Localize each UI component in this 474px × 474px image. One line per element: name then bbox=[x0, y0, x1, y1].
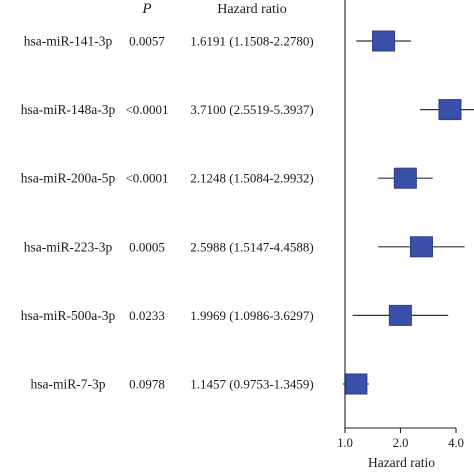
row-label: hsa-miR-223-3p bbox=[24, 239, 113, 254]
forest-row: hsa-miR-141-3p 0.0057 1.6191 (1.1508-2.278… bbox=[24, 30, 411, 52]
row-p-value: 0.0057 bbox=[129, 34, 165, 49]
row-label: hsa-miR-500a-3p bbox=[21, 308, 116, 323]
row-hazard-ratio: 1.6191 (1.1508-2.2780) bbox=[190, 34, 314, 49]
x-tick-label: 2.0 bbox=[393, 436, 409, 450]
row-label: hsa-miR-141-3p bbox=[24, 34, 113, 49]
hr-point-box bbox=[438, 99, 462, 121]
row-p-value: 0.0233 bbox=[129, 308, 165, 323]
row-hazard-ratio: 2.5988 (1.5147-4.4588) bbox=[190, 239, 314, 254]
hr-point-box bbox=[344, 373, 368, 395]
x-tick-label: 4.0 bbox=[448, 436, 464, 450]
row-label: hsa-miR-148a-3p bbox=[21, 102, 116, 117]
hr-point-box bbox=[393, 167, 417, 189]
forest-row: hsa-miR-200a-5p <0.0001 2.1248 (1.5084-2.9… bbox=[21, 167, 433, 189]
forest-rows: hsa-miR-141-3p 0.0057 1.6191 (1.1508-2.278… bbox=[21, 30, 474, 395]
x-axis-title: Hazard ratio bbox=[368, 455, 435, 470]
forest-row: hsa-miR-500a-3p 0.0233 1.9969 (1.0986-3.62… bbox=[21, 304, 449, 326]
row-hazard-ratio: 2.1248 (1.5084-2.9932) bbox=[190, 171, 314, 186]
row-p-value: <0.0001 bbox=[125, 171, 168, 186]
x-tick-label: 1.0 bbox=[337, 436, 353, 450]
hr-point-box bbox=[372, 30, 396, 52]
row-hazard-ratio: 3.7100 (2.5519-5.3937) bbox=[190, 102, 314, 117]
hr-point-box bbox=[388, 304, 412, 326]
row-p-value: <0.0001 bbox=[125, 102, 168, 117]
row-hazard-ratio: 1.1457 (0.9753-1.3459) bbox=[190, 377, 314, 392]
forest-row: hsa-miR-7-3p 0.0978 1.1457 (0.9753-1.3459) bbox=[31, 373, 369, 395]
x-axis: 1.0 2.0 4.0 bbox=[337, 427, 464, 450]
row-label: hsa-miR-7-3p bbox=[31, 377, 106, 392]
p-column-header: P bbox=[141, 1, 151, 17]
forest-row: hsa-miR-223-3p 0.0005 2.5988 (1.5147-4.458… bbox=[24, 236, 465, 258]
row-label: hsa-miR-200a-5p bbox=[21, 171, 116, 186]
row-p-value: 0.0005 bbox=[129, 239, 165, 254]
row-hazard-ratio: 1.9969 (1.0986-3.6297) bbox=[190, 308, 314, 323]
hazard-ratio-column-header: Hazard ratio bbox=[217, 2, 287, 17]
row-p-value: 0.0978 bbox=[129, 377, 165, 392]
hr-point-box bbox=[409, 236, 433, 258]
forest-row: hsa-miR-148a-3p <0.0001 3.7100 (2.5519-5.3… bbox=[21, 99, 474, 121]
